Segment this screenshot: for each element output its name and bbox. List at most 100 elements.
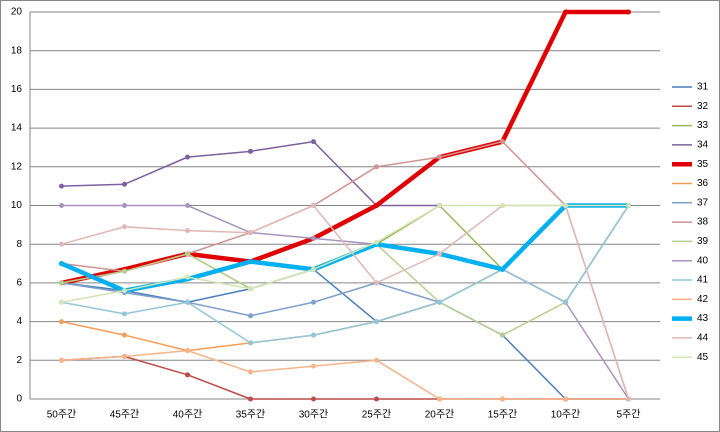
marker — [248, 340, 253, 346]
marker — [185, 274, 190, 280]
y-tick-label: 18 — [11, 45, 23, 56]
marker — [122, 224, 127, 230]
marker — [311, 363, 316, 369]
marker — [563, 299, 568, 305]
marker — [122, 288, 127, 294]
marker — [563, 396, 568, 402]
marker — [248, 286, 253, 292]
marker — [59, 299, 64, 305]
marker — [374, 396, 379, 402]
series-line — [61, 349, 629, 400]
marker — [122, 311, 127, 317]
y-tick-label: 2 — [16, 355, 22, 366]
marker — [311, 299, 316, 305]
legend-label: 41 — [697, 275, 709, 286]
x-tick-label: 5주간 — [617, 409, 641, 421]
y-tick-label: 14 — [11, 123, 23, 134]
marker — [122, 181, 127, 187]
x-tick-label: 10주간 — [551, 409, 581, 421]
series-line — [61, 268, 629, 400]
marker — [311, 139, 316, 145]
marker — [500, 396, 505, 402]
marker — [59, 241, 64, 247]
marker — [185, 299, 190, 305]
marker — [59, 261, 64, 267]
marker — [437, 299, 442, 305]
marker — [374, 357, 379, 363]
marker — [59, 280, 64, 286]
marker — [437, 251, 442, 257]
x-tick-label: 45주간 — [110, 409, 140, 421]
marker — [437, 203, 442, 208]
legend-label: 33 — [697, 120, 709, 131]
marker — [374, 164, 379, 170]
marker — [59, 357, 64, 363]
legend-label: 32 — [697, 101, 709, 112]
marker — [500, 266, 505, 272]
x-tick-label: 40주간 — [173, 409, 203, 421]
marker — [500, 139, 505, 145]
marker — [59, 183, 64, 189]
marker — [122, 353, 127, 359]
x-tick-label: 50주간 — [47, 409, 77, 421]
x-tick-label: 20주간 — [425, 409, 455, 421]
legend-label: 38 — [697, 217, 709, 228]
legend-label: 42 — [697, 294, 709, 305]
y-tick-label: 12 — [11, 161, 23, 172]
marker — [122, 203, 127, 208]
legend-label: 31 — [697, 82, 709, 93]
marker — [248, 396, 253, 402]
y-tick-label: 4 — [16, 316, 22, 327]
marker — [311, 332, 316, 338]
marker — [248, 313, 253, 319]
marker — [248, 369, 253, 375]
marker — [626, 203, 631, 208]
y-tick-label: 0 — [16, 394, 22, 405]
legend-label: 44 — [697, 333, 709, 344]
marker — [122, 332, 127, 338]
legend-label: 45 — [697, 352, 709, 363]
marker — [248, 230, 253, 236]
y-tick-label: 10 — [11, 200, 23, 211]
marker — [185, 348, 190, 354]
marker — [374, 239, 379, 245]
marker — [122, 268, 127, 274]
marker — [500, 203, 505, 208]
marker — [311, 203, 316, 208]
series-line — [60, 203, 629, 293]
y-tick-label: 6 — [16, 278, 22, 289]
marker — [185, 372, 190, 378]
marker — [437, 396, 442, 402]
legend-label: 36 — [697, 178, 709, 189]
series-line — [61, 204, 629, 303]
y-tick-label: 16 — [11, 84, 23, 95]
legend-label: 34 — [697, 140, 709, 151]
marker — [59, 203, 64, 208]
marker — [374, 280, 379, 286]
marker — [374, 203, 379, 208]
marker — [185, 228, 190, 234]
legend-label: 40 — [697, 255, 709, 266]
marker — [563, 203, 568, 208]
x-tick-label: 25주간 — [362, 409, 392, 421]
series-line — [61, 9, 629, 286]
marker — [311, 396, 316, 402]
marker — [437, 154, 442, 160]
y-tick-label: 8 — [16, 239, 22, 250]
marker — [500, 332, 505, 338]
x-tick-label: 15주간 — [488, 409, 518, 421]
legend-label: 39 — [697, 236, 709, 247]
marker — [185, 203, 190, 208]
marker — [248, 259, 253, 265]
marker — [563, 9, 568, 15]
marker — [185, 154, 190, 160]
x-tick-label: 35주간 — [236, 409, 266, 421]
marker — [311, 266, 316, 272]
marker — [311, 235, 316, 241]
marker — [185, 251, 190, 257]
series-line — [61, 205, 630, 344]
marker — [59, 319, 64, 325]
marker — [374, 319, 379, 325]
legend-label: 35 — [697, 159, 709, 170]
